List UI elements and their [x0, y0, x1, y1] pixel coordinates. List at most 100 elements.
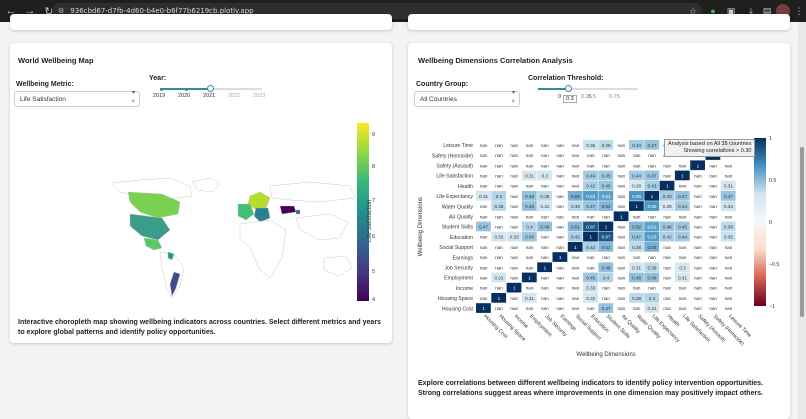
heatmap-cell[interactable]: [567, 231, 583, 242]
heatmap-cell[interactable]: [552, 252, 568, 262]
heatmap-cell[interactable]: [644, 201, 660, 211]
heatmap-cell[interactable]: [598, 231, 614, 242]
heatmap-cell[interactable]: [583, 180, 598, 191]
heatmap-cell[interactable]: [598, 191, 614, 201]
scrollbar-thumb[interactable]: [800, 147, 804, 317]
heatmap-cell[interactable]: [521, 170, 537, 181]
choropleth-map[interactable]: [100, 168, 360, 303]
heatmap-cell[interactable]: [644, 221, 660, 232]
heatmap-cell[interactable]: [644, 272, 660, 283]
heatmap-cell[interactable]: [720, 191, 736, 201]
heatmap-cell[interactable]: [629, 231, 644, 242]
back-icon[interactable]: ←: [5, 5, 17, 17]
heatmap-cell[interactable]: [720, 201, 736, 211]
heatmap-cell[interactable]: [506, 282, 522, 293]
heatmap-cell[interactable]: [598, 272, 614, 283]
heatmap-cell[interactable]: [521, 221, 537, 232]
heatmap-cell[interactable]: [537, 262, 552, 273]
heatmap-cell[interactable]: [583, 272, 598, 283]
heatmap-cell[interactable]: [674, 191, 690, 201]
heatmap-cell[interactable]: [598, 201, 614, 211]
heatmap-cell[interactable]: [659, 180, 675, 191]
threshold-tick[interactable]: 0.5: [588, 94, 596, 100]
heatmap-cell[interactable]: [674, 201, 690, 211]
heatmap-cell[interactable]: [644, 140, 660, 150]
heatmap-cell[interactable]: [491, 272, 507, 283]
heatmap-cell[interactable]: [491, 191, 507, 201]
heatmap-cell[interactable]: [720, 231, 736, 242]
heatmap-cell[interactable]: [644, 191, 660, 201]
bookmark-star-icon[interactable]: ☆: [688, 5, 698, 16]
year-tick[interactable]: 2019: [153, 93, 166, 99]
heatmap-cell[interactable]: [598, 180, 614, 191]
correlation-heatmap[interactable]: Leisure Time nan nan nan nan nan nan nan 0.35 0.3…: [408, 131, 790, 371]
heatmap-cell[interactable]: [598, 140, 614, 150]
clear-icon[interactable]: ×: [511, 99, 515, 105]
heatmap-cell[interactable]: [613, 211, 629, 222]
page-scrollbar[interactable]: [798, 22, 806, 419]
heatmap-cell[interactable]: [598, 303, 614, 313]
heatmap-cell[interactable]: [491, 201, 507, 211]
reload-icon[interactable]: ↻: [44, 5, 54, 18]
heatmap-cell[interactable]: [476, 303, 491, 313]
heatmap-cell[interactable]: [506, 231, 522, 242]
year-tick[interactable]: 2021: [203, 93, 216, 99]
heatmap-cell[interactable]: [644, 231, 660, 242]
heatmap-cell[interactable]: [629, 262, 644, 273]
heatmap-cell[interactable]: [537, 191, 552, 201]
heatmap-cell[interactable]: [598, 170, 614, 181]
site-info-icon[interactable]: ⚙: [58, 8, 65, 15]
heatmap-cell[interactable]: [720, 221, 736, 232]
heatmap-cell[interactable]: [659, 201, 675, 211]
heatmap-cell[interactable]: [583, 221, 598, 232]
heatmap-cell[interactable]: [537, 170, 552, 181]
threshold-slider-handle[interactable]: [565, 85, 572, 92]
threshold-tick[interactable]: 0.25: [581, 94, 592, 100]
heatmap-cell[interactable]: [583, 231, 598, 242]
heatmap-cell[interactable]: [598, 262, 614, 273]
heatmap-cell[interactable]: [583, 242, 598, 252]
heatmap-cell[interactable]: [567, 242, 583, 252]
group-dropdown[interactable]: All Countries ▾ ×: [414, 90, 520, 107]
heatmap-cell[interactable]: [629, 140, 644, 150]
heatmap-cell[interactable]: [644, 293, 660, 303]
heatmap-cell[interactable]: [629, 180, 644, 191]
heatmap-cell[interactable]: [583, 191, 598, 201]
heatmap-cell[interactable]: [629, 201, 644, 211]
heatmap-cell[interactable]: [659, 221, 675, 232]
heatmap-cell[interactable]: [674, 221, 690, 232]
heatmap-cell[interactable]: [537, 221, 552, 232]
heatmap-cell[interactable]: [567, 191, 583, 201]
heatmap-cell[interactable]: [644, 303, 660, 313]
heatmap-cell[interactable]: [521, 293, 537, 303]
heatmap-cell[interactable]: [491, 293, 507, 303]
heatmap-cell[interactable]: [567, 201, 583, 211]
heatmap-cell[interactable]: [629, 272, 644, 283]
year-tick[interactable]: 2023: [253, 93, 266, 99]
heatmap-cell[interactable]: [583, 282, 598, 293]
heatmap-cell[interactable]: [629, 170, 644, 181]
heatmap-cell[interactable]: [690, 160, 705, 171]
heatmap-cell[interactable]: [583, 140, 598, 150]
heatmap-cell[interactable]: [598, 221, 614, 232]
extension-icon[interactable]: ●: [710, 6, 716, 16]
heatmap-cell[interactable]: [659, 231, 675, 242]
heatmap-cell[interactable]: [674, 272, 690, 283]
heatmap-cell[interactable]: [720, 180, 736, 191]
year-tick[interactable]: 2022: [228, 93, 241, 99]
threshold-slider[interactable]: [538, 85, 638, 92]
threshold-tick[interactable]: 0.75: [609, 94, 620, 100]
heatmap-cell[interactable]: [521, 201, 537, 211]
heatmap-cell[interactable]: [583, 170, 598, 181]
extensions-puzzle-icon[interactable]: ▣: [726, 5, 736, 16]
heatmap-cell[interactable]: [521, 231, 537, 242]
heatmap-cell[interactable]: [567, 221, 583, 232]
heatmap-cell[interactable]: [674, 262, 690, 273]
chevron-down-icon[interactable]: ▾: [511, 90, 515, 96]
heatmap-cell[interactable]: [629, 191, 644, 201]
heatmap-cell[interactable]: [491, 231, 507, 242]
heatmap-cell[interactable]: [644, 262, 660, 273]
heatmap-cell[interactable]: [644, 170, 660, 181]
forward-icon[interactable]: →: [24, 5, 36, 17]
heatmap-cell[interactable]: [537, 201, 552, 211]
